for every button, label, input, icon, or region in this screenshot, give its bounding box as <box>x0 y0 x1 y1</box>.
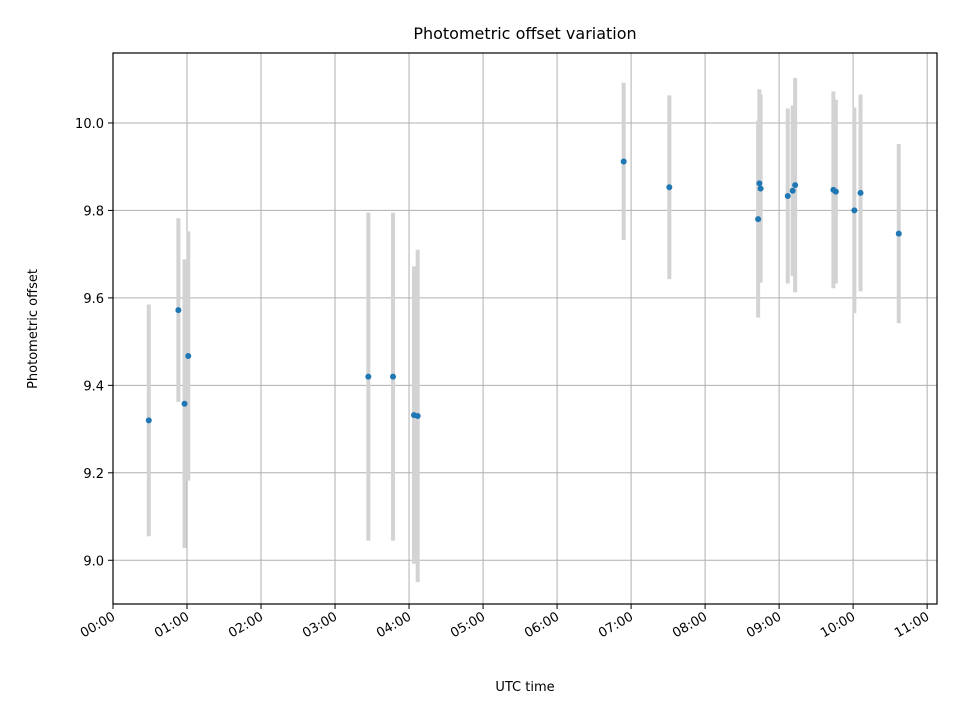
data-point <box>185 353 192 360</box>
data-point <box>414 412 421 419</box>
plot-frame <box>112 52 938 605</box>
data-point <box>756 180 763 187</box>
data-point <box>145 417 152 424</box>
data-point <box>390 373 397 380</box>
data-points <box>145 158 902 424</box>
data-point <box>620 158 627 165</box>
y-axis-label: Photometric offset <box>26 269 41 389</box>
data-point <box>755 216 762 223</box>
data-point <box>792 182 799 189</box>
y-tick-label: 10.0 <box>75 117 104 132</box>
data-point <box>365 373 372 380</box>
y-tick-label: 9.8 <box>83 204 104 219</box>
data-point <box>789 187 796 194</box>
data-point <box>757 185 764 192</box>
data-point <box>784 192 791 199</box>
data-point <box>175 307 182 314</box>
data-point <box>832 188 839 195</box>
y-tick-label: 9.2 <box>83 467 104 482</box>
data-point <box>857 189 864 196</box>
y-tick-label: 9.6 <box>83 292 104 307</box>
y-tick-label: 9.4 <box>83 379 104 394</box>
data-point <box>895 230 902 237</box>
data-point <box>181 400 188 407</box>
data-point <box>851 207 858 214</box>
chart-title: Photometric offset variation <box>413 24 636 43</box>
y-tick-label: 9.0 <box>83 554 104 569</box>
grid <box>112 53 937 604</box>
data-point <box>666 184 673 191</box>
x-axis-label: UTC time <box>495 680 554 695</box>
